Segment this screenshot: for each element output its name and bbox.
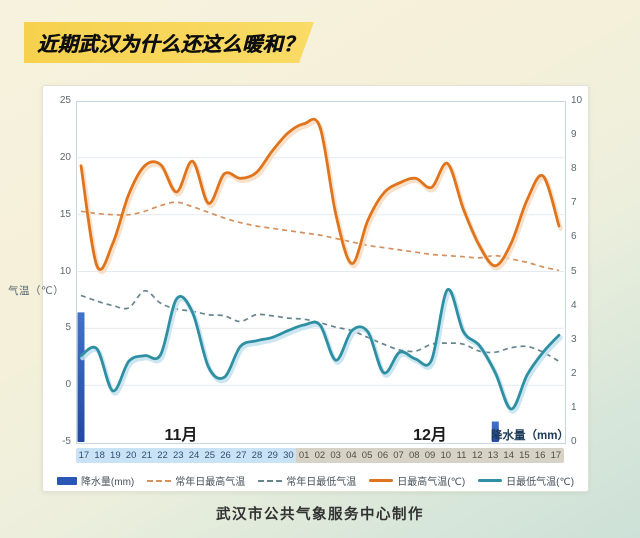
axis-tick-label: -5 — [62, 436, 71, 447]
legend-swatch-normal_min — [258, 479, 283, 482]
date-label: 05 — [359, 448, 375, 463]
legend-swatch-normal_max — [147, 479, 172, 482]
date-label: 25 — [201, 448, 218, 463]
date-label: 03 — [327, 448, 344, 463]
axis-tick-label: 0 — [571, 436, 577, 447]
date-label: 07 — [390, 448, 407, 463]
legend-label: 日最低气温(℃) — [506, 477, 575, 488]
date-label: 19 — [107, 448, 124, 463]
credit-text: 武汉市公共气象服务中心制作 — [216, 507, 424, 523]
axis-tick-label: 7 — [571, 197, 577, 209]
date-label: 01 — [296, 448, 313, 463]
legend-swatch-daily_max — [369, 479, 394, 482]
precipitation-bar — [77, 312, 85, 442]
axis-tick-label: 8 — [571, 163, 577, 175]
legend-item-precipitation: 降水量(mm) — [56, 473, 135, 488]
axis-tick-label: 6 — [571, 231, 577, 243]
date-label: 23 — [170, 448, 187, 463]
date-label: 06 — [374, 448, 391, 463]
legend-label: 常年日最高气温 — [175, 477, 246, 488]
date-label: 22 — [154, 448, 171, 463]
page-title: 近期武汉为什么还这么暖和？ — [37, 34, 304, 56]
date-label: 02 — [312, 448, 328, 463]
axis-tick-label: 20 — [59, 151, 71, 163]
date-label: 20 — [123, 448, 139, 463]
temperature-precipitation-chart — [76, 117, 564, 442]
axis-tick-label: 10 — [59, 265, 71, 277]
date-label: 08 — [406, 448, 423, 463]
date-label: 14 — [500, 448, 517, 463]
chart-panel: 25 20 15 10 5 0 -5 10 9 8 7 6 5 4 3 2 1 0 17 18 19 20 21 22 23… — [42, 85, 589, 492]
december-label: 12月 — [413, 427, 447, 444]
axis-tick-label: 25 — [59, 95, 71, 106]
legend-item-daily_max: 日最高气温(℃) — [369, 473, 465, 488]
daily_min-line — [79, 288, 561, 411]
axis-tick-label: 0 — [65, 379, 71, 391]
x-axis-date-strip: 17 18 19 20 21 22 23 24 25 26 27 28 29 30 01 02 03 04 05 06… — [76, 448, 564, 463]
date-label: 12 — [469, 448, 486, 463]
legend-swatch-daily_min — [478, 479, 503, 482]
axis-tick-label: 5 — [571, 265, 577, 277]
axis-tick-label: 15 — [59, 208, 71, 220]
date-label: 27 — [233, 448, 250, 463]
y-axis-left-ticks: 25 20 15 10 5 0 -5 — [43, 86, 71, 491]
date-label: 17 — [76, 448, 92, 463]
axis-tick-label: 1 — [571, 401, 577, 413]
normal_min-line — [80, 289, 560, 363]
legend-label: 降水量(mm) — [80, 477, 135, 488]
legend-label: 常年日最低气温 — [286, 477, 357, 488]
date-label: 24 — [186, 448, 202, 463]
axis-tick-label: 9 — [571, 129, 577, 141]
axis-tick-label: 10 — [571, 95, 583, 106]
legend-item-daily_min: 日最低气温(℃) — [478, 473, 574, 488]
legend-swatch-precipitation — [56, 476, 77, 485]
date-label: 18 — [91, 448, 108, 463]
normal_max-line — [80, 201, 560, 272]
precipitation-axis-label: 降水量（mm） — [491, 430, 569, 442]
date-label: 21 — [138, 448, 155, 463]
axis-tick-label: 3 — [571, 333, 577, 345]
date-label: 26 — [217, 448, 234, 463]
chart-legend: 降水量(mm) 常年日最高气温 常年日最低气温 日最高气温(℃) 日最低气温(℃) — [43, 473, 588, 488]
date-label: 15 — [516, 448, 533, 463]
date-label: 17 — [548, 448, 564, 463]
date-label: 04 — [343, 448, 360, 463]
axis-tick-label: 4 — [571, 299, 577, 311]
legend-item-normal_max: 常年日最高气温 — [147, 473, 245, 488]
legend-label: 日最高气温(℃) — [397, 477, 466, 488]
title-banner: 近期武汉为什么还这么暖和？ — [24, 22, 314, 63]
november-label: 11月 — [164, 427, 198, 444]
date-label: 28 — [249, 448, 265, 463]
axis-tick-label: 2 — [571, 367, 577, 379]
daily_max-line — [79, 117, 561, 271]
precipitation-bar — [491, 421, 499, 442]
date-label: 09 — [422, 448, 438, 463]
date-label: 10 — [437, 448, 454, 463]
temperature-axis-label: 气温（℃） — [8, 285, 65, 297]
date-label: 29 — [264, 448, 281, 463]
daily_max-halo — [80, 119, 563, 275]
y-axis-right-ticks: 10 9 8 7 6 5 4 3 2 1 0 — [567, 86, 593, 491]
axis-tick-label: 5 — [65, 322, 71, 334]
date-label: 30 — [280, 448, 297, 463]
date-label: 16 — [532, 448, 549, 463]
date-label: 11 — [453, 448, 470, 463]
date-label: 13 — [485, 448, 501, 463]
legend-item-normal_min: 常年日最低气温 — [258, 473, 356, 488]
